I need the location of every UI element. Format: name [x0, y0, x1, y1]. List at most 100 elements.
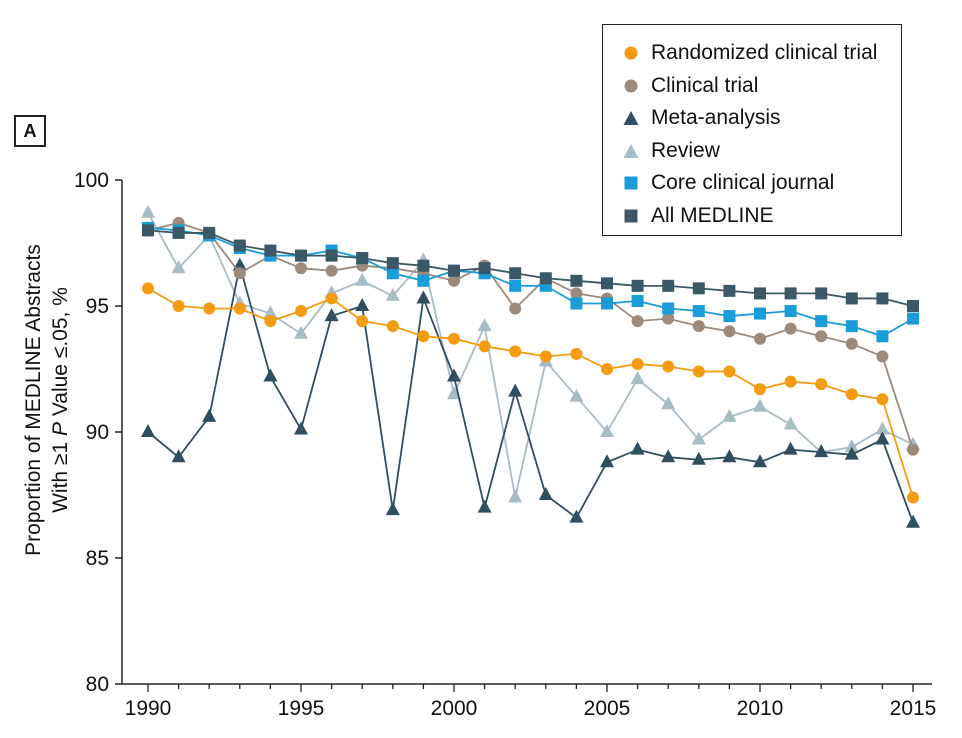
legend-marker-meta-analysis [619, 110, 643, 126]
legend-label-review: Review [651, 138, 720, 162]
legend-item-meta-analysis: Meta-analysis [619, 102, 901, 135]
legend: Randomized clinical trial Clinical trial M… [602, 24, 902, 236]
data-point-core-clinical-journal [509, 279, 522, 292]
legend-marker-randomized-clinical-trial [619, 45, 643, 61]
data-point-meta-analysis [508, 383, 523, 397]
data-point-all-medline [448, 264, 460, 277]
data-point-randomized-clinical-trial [325, 292, 338, 305]
x-tick-label: 1995 [278, 697, 325, 720]
data-point-meta-analysis [906, 514, 920, 528]
data-point-review [630, 371, 645, 385]
data-point-all-medline [845, 292, 858, 305]
legend-item-all-medline: All MEDLINE [619, 200, 901, 233]
legend-marker-clinical-trial [619, 78, 643, 94]
data-point-review [691, 431, 706, 445]
data-point-randomized-clinical-trial [142, 282, 154, 295]
data-point-core-clinical-journal [631, 294, 644, 307]
data-point-all-medline [601, 277, 613, 290]
data-point-core-clinical-journal [601, 297, 613, 310]
data-point-review [263, 305, 278, 319]
data-point-randomized-clinical-trial [845, 388, 858, 401]
data-point-review [477, 318, 492, 332]
data-point-review [171, 260, 186, 274]
x-tick-label: 2010 [737, 697, 784, 720]
data-point-clinical-trial [325, 264, 338, 277]
data-point-randomized-clinical-trial [662, 360, 675, 373]
data-point-all-medline [386, 257, 399, 270]
data-point-randomized-clinical-trial [692, 365, 705, 378]
x-tick-label: 2000 [431, 697, 478, 720]
data-point-randomized-clinical-trial [815, 378, 828, 391]
data-point-all-medline [631, 279, 644, 292]
y-tick-label: 95 [86, 295, 109, 318]
data-point-randomized-clinical-trial [295, 305, 307, 318]
legend-item-review: Review [619, 135, 901, 168]
legend-marker-core-clinical-journal [619, 175, 643, 191]
data-point-randomized-clinical-trial [754, 383, 766, 396]
data-point-clinical-trial [845, 337, 858, 350]
data-point-randomized-clinical-trial [172, 300, 185, 312]
data-point-all-medline [754, 287, 766, 300]
data-point-clinical-trial [509, 302, 522, 315]
data-point-review [875, 421, 890, 435]
data-point-meta-analysis [753, 454, 767, 468]
data-point-meta-analysis [447, 368, 461, 382]
data-point-core-clinical-journal [570, 297, 583, 310]
x-tick-label: 1990 [125, 697, 172, 720]
data-point-core-clinical-journal [417, 274, 430, 287]
data-point-meta-analysis [324, 308, 339, 322]
data-point-review [141, 204, 155, 218]
data-point-clinical-trial [907, 443, 919, 456]
legend-item-randomized-clinical-trial: Randomized clinical trial [619, 37, 901, 70]
data-point-clinical-trial [876, 350, 889, 363]
data-point-core-clinical-journal [876, 330, 889, 343]
data-point-all-medline [692, 282, 705, 295]
data-point-core-clinical-journal [845, 320, 858, 333]
data-point-all-medline [142, 224, 154, 237]
data-point-clinical-trial [662, 312, 675, 325]
legend-item-core-clinical-journal: Core clinical journal [619, 167, 901, 200]
data-point-all-medline [233, 239, 246, 252]
data-point-review [294, 325, 308, 339]
panel-label: A [14, 115, 46, 147]
data-point-randomized-clinical-trial [417, 330, 430, 343]
data-point-all-medline [295, 249, 307, 262]
data-point-review [753, 398, 767, 412]
y-tick-label: 90 [86, 421, 109, 444]
data-point-review [783, 416, 798, 430]
series-line-clinical-trial [147, 221, 914, 450]
data-point-meta-analysis [171, 449, 186, 463]
x-tick-label: 2005 [584, 697, 631, 720]
data-point-randomized-clinical-trial [233, 302, 246, 315]
data-point-randomized-clinical-trial [356, 315, 369, 328]
data-point-randomized-clinical-trial [509, 345, 522, 358]
data-point-core-clinical-journal [784, 305, 797, 318]
data-point-clinical-trial [723, 325, 736, 338]
data-point-review [508, 489, 523, 503]
data-point-all-medline [478, 262, 491, 275]
data-point-meta-analysis [141, 424, 155, 437]
data-point-review [661, 396, 676, 410]
data-point-meta-analysis [202, 408, 217, 422]
y-tick-label: 80 [86, 673, 109, 696]
legend-label-clinical-trial: Clinical trial [651, 73, 759, 97]
data-point-randomized-clinical-trial [448, 332, 460, 345]
data-point-meta-analysis [783, 441, 798, 455]
data-point-clinical-trial [815, 330, 828, 343]
y-axis-label-line2: With ≥1 P Value ≤.05, % [49, 287, 72, 513]
data-point-clinical-trial [631, 315, 644, 328]
legend-label-randomized-clinical-trial: Randomized clinical trial [651, 41, 878, 65]
data-point-all-medline [723, 284, 736, 297]
data-point-clinical-trial [448, 274, 460, 287]
data-point-all-medline [570, 274, 583, 287]
data-point-all-medline [509, 267, 522, 280]
legend-label-all-medline: All MEDLINE [651, 203, 774, 227]
data-point-all-medline [356, 252, 369, 265]
data-point-meta-analysis [691, 451, 706, 465]
data-point-core-clinical-journal [662, 302, 675, 315]
data-point-all-medline [876, 292, 889, 305]
data-point-core-clinical-journal [907, 312, 919, 325]
data-point-review [722, 408, 737, 422]
x-tick-label: 2015 [890, 697, 937, 720]
